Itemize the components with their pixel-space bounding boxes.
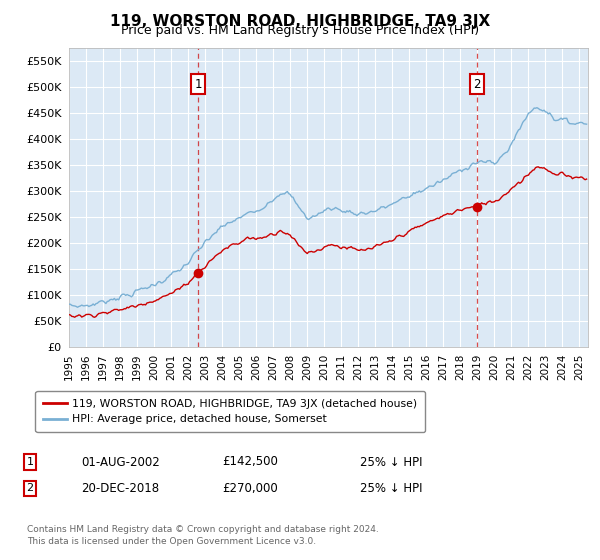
- Text: £142,500: £142,500: [222, 455, 278, 469]
- Text: Price paid vs. HM Land Registry's House Price Index (HPI): Price paid vs. HM Land Registry's House …: [121, 24, 479, 37]
- Text: 25% ↓ HPI: 25% ↓ HPI: [360, 455, 422, 469]
- Text: 20-DEC-2018: 20-DEC-2018: [81, 482, 159, 495]
- Text: Contains HM Land Registry data © Crown copyright and database right 2024.
This d: Contains HM Land Registry data © Crown c…: [27, 525, 379, 546]
- Text: 01-AUG-2002: 01-AUG-2002: [81, 455, 160, 469]
- Text: 2: 2: [473, 78, 481, 91]
- Legend: 119, WORSTON ROAD, HIGHBRIDGE, TA9 3JX (detached house), HPI: Average price, det: 119, WORSTON ROAD, HIGHBRIDGE, TA9 3JX (…: [35, 391, 425, 432]
- Text: £270,000: £270,000: [222, 482, 278, 495]
- Text: 1: 1: [26, 457, 34, 467]
- Text: 2: 2: [26, 483, 34, 493]
- Text: 119, WORSTON ROAD, HIGHBRIDGE, TA9 3JX: 119, WORSTON ROAD, HIGHBRIDGE, TA9 3JX: [110, 14, 490, 29]
- Text: 1: 1: [194, 78, 202, 91]
- Text: 25% ↓ HPI: 25% ↓ HPI: [360, 482, 422, 495]
